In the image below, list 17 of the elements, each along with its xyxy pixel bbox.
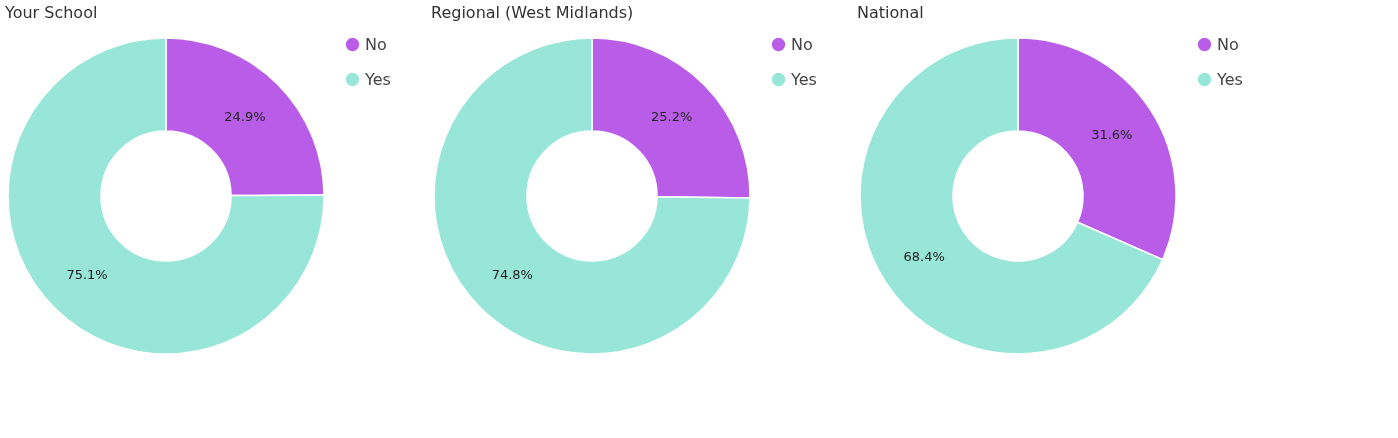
legend-label: No bbox=[365, 34, 387, 54]
data-label: 74.8% bbox=[491, 266, 533, 282]
data-label: 31.6% bbox=[1091, 126, 1133, 142]
donut-slice bbox=[7, 37, 325, 355]
legend-label: Yes bbox=[1216, 69, 1243, 89]
data-label: 75.1% bbox=[66, 267, 108, 283]
legend-label: No bbox=[1217, 34, 1239, 54]
legend-label: Yes bbox=[364, 69, 391, 89]
legend-label: Yes bbox=[790, 69, 817, 89]
chart-title: Your School bbox=[4, 3, 98, 22]
donut-slice bbox=[433, 37, 751, 355]
data-label: 68.4% bbox=[903, 249, 945, 265]
data-label: 24.9% bbox=[224, 108, 266, 124]
legend-label: No bbox=[791, 34, 813, 54]
chart-title: Regional (West Midlands) bbox=[431, 3, 634, 22]
chart-title: National bbox=[857, 3, 924, 22]
data-label: 25.2% bbox=[651, 109, 693, 125]
